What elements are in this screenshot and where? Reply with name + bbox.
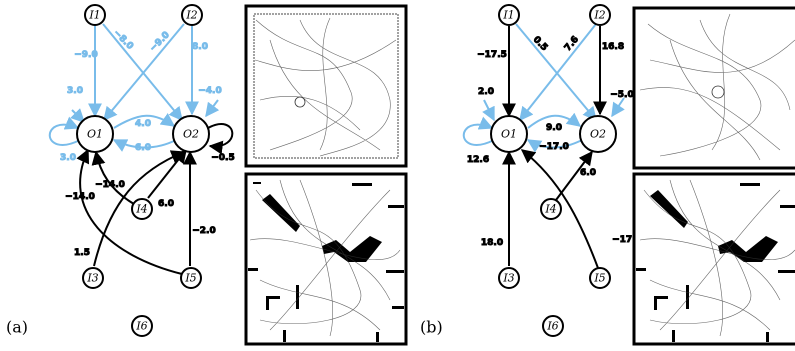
edge-o1-self [48,116,81,146]
weight-o2-bias: −4.0 [198,86,221,96]
node-b-i3: I3 [498,267,520,289]
edge-i2-o1 [103,23,185,122]
weight-i4-o1: −14.0 [95,180,125,190]
weight-o1-o2: 4.0 [135,119,151,129]
svg-text:I3: I3 [502,272,514,285]
node-b-i5: I5 [589,267,611,289]
weight-o1-self: 3.0 [60,153,76,163]
svg-text:O1: O1 [501,128,517,141]
edge-o2-self [207,123,234,155]
edge-i4-o2 [147,148,187,199]
edge-o2-bias [205,99,220,118]
node-o1: O1 [76,115,114,153]
weight-i3-o1: −14.0 [65,192,95,202]
svg-text:I2: I2 [185,9,197,22]
svg-text:O2: O2 [183,128,199,141]
weight-b-i1-o2: 0.5 [531,35,549,53]
weight-i4-o2: 6.0 [158,199,174,209]
weight-b-o1-self: 12.6 [467,155,489,165]
weight-i5-o2: −2.0 [192,226,215,236]
edge-i1-o2 [102,23,183,122]
edge-o2-o1 [112,139,177,152]
node-i4: I4 [131,198,153,220]
panel-a-open-arena [244,4,408,168]
svg-text:I6: I6 [546,320,558,333]
weight-o1-bias: 3.0 [67,86,83,96]
svg-text:I3: I3 [86,272,98,285]
edge-b-o1-o2 [527,112,582,129]
node-b-i4: I4 [540,198,562,220]
panel-b-letter: (b) [420,318,443,337]
node-b-o2: O2 [579,115,617,153]
weight-b-o2-o1: −17.0 [539,142,569,152]
weight-b-i2-o2: 16.8 [602,42,624,52]
node-b-i6: I6 [542,315,564,337]
weight-b-i1-o1: −17.5 [477,50,507,60]
weight-o2-self: −0.5 [211,153,234,163]
weight-b-i4-o2: 6.0 [580,168,596,178]
edge-b-o2-o1 [526,139,583,153]
weight-b-i5-o1: −17.0 [612,235,642,245]
panel-b-network: I1 I2 O1 O2 I4 I3 I5 I6 −17.5 0.5 7.6 16… [420,4,642,337]
edge-b-i5-o1 [520,149,599,269]
svg-text:I1: I1 [502,9,514,22]
panel-b-maze-arena [632,172,795,346]
node-i2: I2 [181,4,203,26]
svg-text:I5: I5 [184,272,196,285]
edge-b-o1-bias [482,99,495,122]
weight-i1-o1: −9.0 [74,50,97,60]
weight-b-o2-bias: −5.0 [610,90,633,100]
panel-a-maze-arena [244,172,408,346]
svg-text:O1: O1 [87,128,103,141]
weight-o2-o1: 6.0 [135,143,151,153]
panel-a-letter: (a) [6,318,28,337]
svg-text:I2: I2 [593,9,605,22]
edge-b-o2-bias [611,97,625,118]
svg-text:I1: I1 [88,9,100,22]
svg-text:I5: I5 [593,272,605,285]
weight-b-o1-o2: 9.0 [546,123,562,133]
edge-b-o1-self [462,116,495,146]
edge-i5-o1 [76,148,183,275]
weight-i2-o2: 8.0 [192,42,208,52]
edge-o1-o2 [113,113,176,129]
node-i1: I1 [84,4,106,26]
weight-i3-o2: 1.5 [74,248,90,258]
edge-i3-o2 [93,150,186,267]
panel-a-network: I1 I2 O1 O2 I4 I3 I5 I6 −9.0 −8.0 −9.0 8… [6,4,235,337]
svg-text:I4: I4 [544,203,556,216]
edge-b-i2-o1 [519,23,597,122]
edge-o1-bias [70,108,85,123]
svg-text:I4: I4 [135,203,147,216]
edge-b-i1-o2 [515,23,597,122]
node-i5: I5 [180,267,202,289]
node-i6: I6 [131,315,153,337]
weight-b-i3-o1: 18.0 [481,238,503,248]
node-i3: I3 [82,267,104,289]
weight-b-o1-bias: 2.0 [478,87,494,97]
svg-text:I6: I6 [135,320,147,333]
node-o2: O2 [172,115,210,153]
node-b-i1: I1 [498,4,520,26]
weight-b-i2-o1: 7.6 [563,35,581,54]
svg-text:O2: O2 [590,128,606,141]
panel-b-open-arena [632,6,795,170]
node-b-o1: O1 [490,115,528,153]
node-b-i2: I2 [589,4,611,26]
edge-i4-o1 [91,150,135,205]
